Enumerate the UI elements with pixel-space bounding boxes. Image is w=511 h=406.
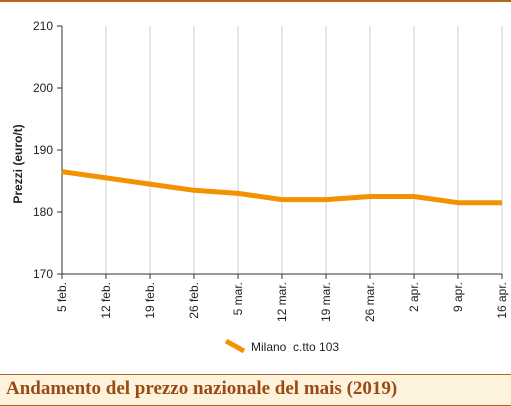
data-point <box>369 196 371 197</box>
x-tick-label: 5 feb. <box>55 282 69 312</box>
y-tick-label: 180 <box>33 205 53 219</box>
legend: Milano c.tto 103 <box>224 338 339 354</box>
caption-bar: Andamento del prezzo nazionale del mais … <box>0 374 511 406</box>
y-axis-title: Prezzi (euro/t) <box>11 124 25 203</box>
legend-swatch-milano <box>224 338 246 354</box>
data-point <box>237 192 239 194</box>
data-point <box>281 199 283 201</box>
series-layer <box>61 169 503 206</box>
data-point <box>105 177 107 179</box>
x-tick-label: 26 feb. <box>187 282 201 319</box>
grid-lines <box>105 26 503 274</box>
axes: 170 180 190 200 210 5 feb. 12 feb. 19 feb. 26 fe… <box>11 19 509 322</box>
x-tick-label: 26 mar. <box>363 282 377 322</box>
data-point <box>413 196 415 197</box>
x-tick-label: 19 feb. <box>143 282 157 319</box>
chart-title: Andamento del prezzo nazionale del mais … <box>6 378 398 399</box>
x-tick-label: 12 feb. <box>99 282 113 319</box>
x-tick-label: 12 mar. <box>275 282 289 322</box>
top-rule <box>0 0 511 2</box>
data-point <box>61 171 63 173</box>
x-tick-label: 9 apr. <box>451 282 465 312</box>
data-point <box>149 183 151 185</box>
x-tick-label: 19 mar. <box>319 282 333 322</box>
y-tick-label: 200 <box>33 81 53 95</box>
data-point <box>325 199 327 201</box>
y-tick-label: 210 <box>33 19 53 33</box>
y-tick-label: 170 <box>33 267 53 281</box>
x-tick-label: 5 mar. <box>231 282 245 315</box>
x-tick-label: 16 apr. <box>495 282 509 319</box>
y-tick-label: 190 <box>33 143 53 157</box>
data-point <box>193 189 195 191</box>
legend-label-milano: Milano c.tto 103 <box>251 340 339 354</box>
data-point <box>501 202 503 204</box>
data-point <box>457 202 459 204</box>
line-chart: 170 180 190 200 210 5 feb. 12 feb. 19 feb. 26 fe… <box>11 19 509 354</box>
x-tick-label: 2 apr. <box>407 282 421 312</box>
